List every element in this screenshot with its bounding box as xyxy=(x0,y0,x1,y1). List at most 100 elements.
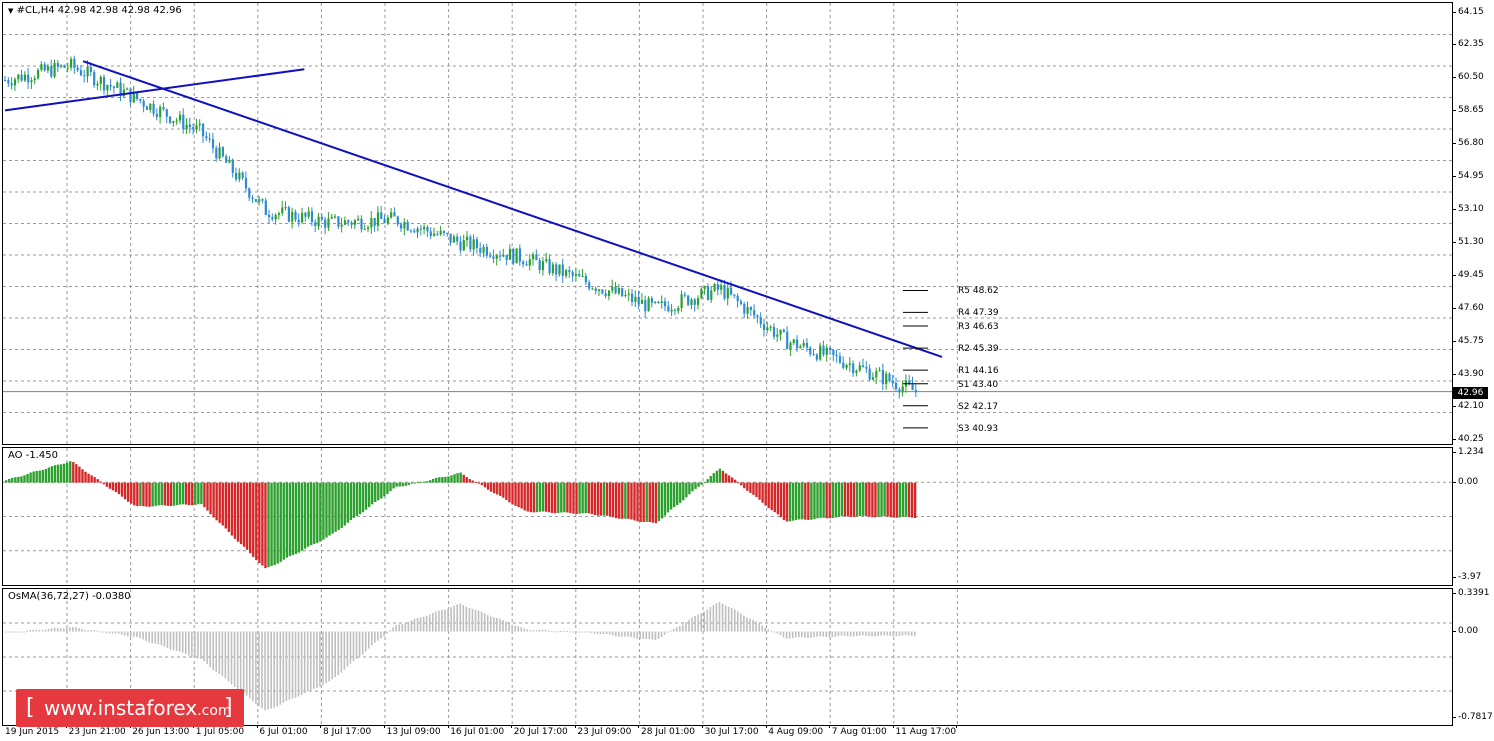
logo-bracket-left: [ xyxy=(26,695,35,720)
histogram-bar xyxy=(578,482,581,514)
histogram-bar xyxy=(709,607,712,632)
candle-body xyxy=(512,248,515,264)
histogram-bar xyxy=(676,627,678,632)
candle-body xyxy=(139,98,142,101)
candle-body xyxy=(373,217,376,226)
candle-body xyxy=(20,74,23,81)
histogram-bar xyxy=(883,482,886,517)
histogram-bar xyxy=(550,631,553,633)
histogram-bar xyxy=(102,631,105,633)
histogram-bar xyxy=(810,631,812,638)
histogram-bar xyxy=(282,482,285,560)
histogram-bar xyxy=(871,482,874,518)
histogram-bar xyxy=(535,630,538,632)
histogram-bar xyxy=(862,631,864,636)
histogram-bar xyxy=(499,618,501,632)
candle-body xyxy=(508,248,512,260)
osma-label: OsMA(36,72,27) -0.0380 xyxy=(8,591,131,602)
candle-body xyxy=(664,301,667,307)
histogram-bar xyxy=(855,631,858,637)
histogram-bar xyxy=(511,482,514,505)
histogram-bar xyxy=(361,631,364,655)
histogram-bar xyxy=(303,631,306,693)
histogram-bar xyxy=(191,631,193,657)
candle-body xyxy=(442,231,446,234)
histogram-bar xyxy=(206,482,209,511)
candle-body xyxy=(291,211,294,222)
histogram-bar xyxy=(569,631,571,633)
histogram-bar xyxy=(194,482,197,505)
histogram-bar xyxy=(886,631,889,636)
candle-body xyxy=(482,246,485,253)
histogram-bar xyxy=(428,614,431,632)
histogram-bar xyxy=(721,470,725,483)
histogram-bar xyxy=(599,482,603,516)
histogram-bar xyxy=(419,481,423,483)
candle-body xyxy=(680,294,683,308)
price-tick: 64.15 xyxy=(1452,7,1484,17)
triangle-down-icon[interactable]: ▼ xyxy=(8,7,14,15)
histogram-bar xyxy=(773,482,776,513)
time-tick: 8 Jul 17:00 xyxy=(323,727,372,737)
histogram-bar xyxy=(428,480,432,483)
histogram-bar xyxy=(148,631,150,643)
candle-body xyxy=(693,299,696,305)
histogram-bar xyxy=(438,477,441,483)
histogram-bar xyxy=(474,481,478,483)
logo-domain: www.instaforex xyxy=(44,696,198,720)
candle-body xyxy=(347,220,350,223)
histogram-bar xyxy=(20,476,23,483)
histogram-bar xyxy=(593,631,596,634)
candle-body xyxy=(10,83,13,86)
histogram-bar xyxy=(486,482,490,490)
candle-body xyxy=(782,329,785,332)
histogram-bar xyxy=(242,631,245,694)
histogram-bar xyxy=(14,631,16,633)
histogram-bar xyxy=(496,617,498,632)
candle-body xyxy=(192,127,195,130)
histogram-bar xyxy=(740,482,743,486)
histogram-bar xyxy=(20,631,22,633)
candle-body xyxy=(617,287,620,294)
histogram-bar xyxy=(855,482,859,517)
histogram-bar xyxy=(38,470,41,483)
histogram-bar xyxy=(514,625,516,632)
candle-body xyxy=(383,219,386,224)
histogram-bar xyxy=(355,482,359,517)
histogram-bar xyxy=(264,482,267,569)
histogram-bar xyxy=(892,631,895,637)
histogram-bar xyxy=(209,482,212,515)
histogram-bar xyxy=(32,629,35,632)
time-tick: 19 Jun 2015 xyxy=(5,727,60,737)
histogram-bar xyxy=(511,624,513,632)
ao-indicator-pane[interactable]: AO -1.450 xyxy=(2,447,1453,586)
candle-body xyxy=(165,109,168,117)
histogram-bar xyxy=(172,482,176,506)
histogram-bar xyxy=(590,631,593,633)
histogram-bar xyxy=(660,631,663,638)
histogram-bar xyxy=(788,482,792,522)
time-tick-mark xyxy=(574,725,576,728)
osma-indicator-pane[interactable]: OsMA(36,72,27) -0.0380 xyxy=(2,588,1453,726)
candle-body xyxy=(733,294,736,296)
histogram-bar xyxy=(233,482,237,539)
time-tick-mark xyxy=(892,725,894,728)
histogram-bar xyxy=(270,482,273,567)
candle-body xyxy=(852,363,855,373)
histogram-bar xyxy=(337,631,340,676)
candle-body xyxy=(578,274,581,277)
candle-body xyxy=(37,69,40,79)
histogram-bar xyxy=(371,631,373,646)
time-tick-mark xyxy=(384,725,385,728)
histogram-bar xyxy=(691,617,693,632)
histogram-bar xyxy=(456,604,458,632)
candle-body xyxy=(607,290,611,296)
histogram-bar xyxy=(874,482,877,518)
histogram-bar xyxy=(852,482,856,517)
candle-body xyxy=(393,212,396,217)
histogram-bar xyxy=(435,477,438,483)
histogram-bar xyxy=(432,478,435,483)
price-chart-pane[interactable]: ▼ #CL,H4 42.98 42.98 42.98 42.96 R5 48.6… xyxy=(2,2,1453,445)
histogram-bar xyxy=(273,631,275,708)
candle-body xyxy=(776,334,779,337)
